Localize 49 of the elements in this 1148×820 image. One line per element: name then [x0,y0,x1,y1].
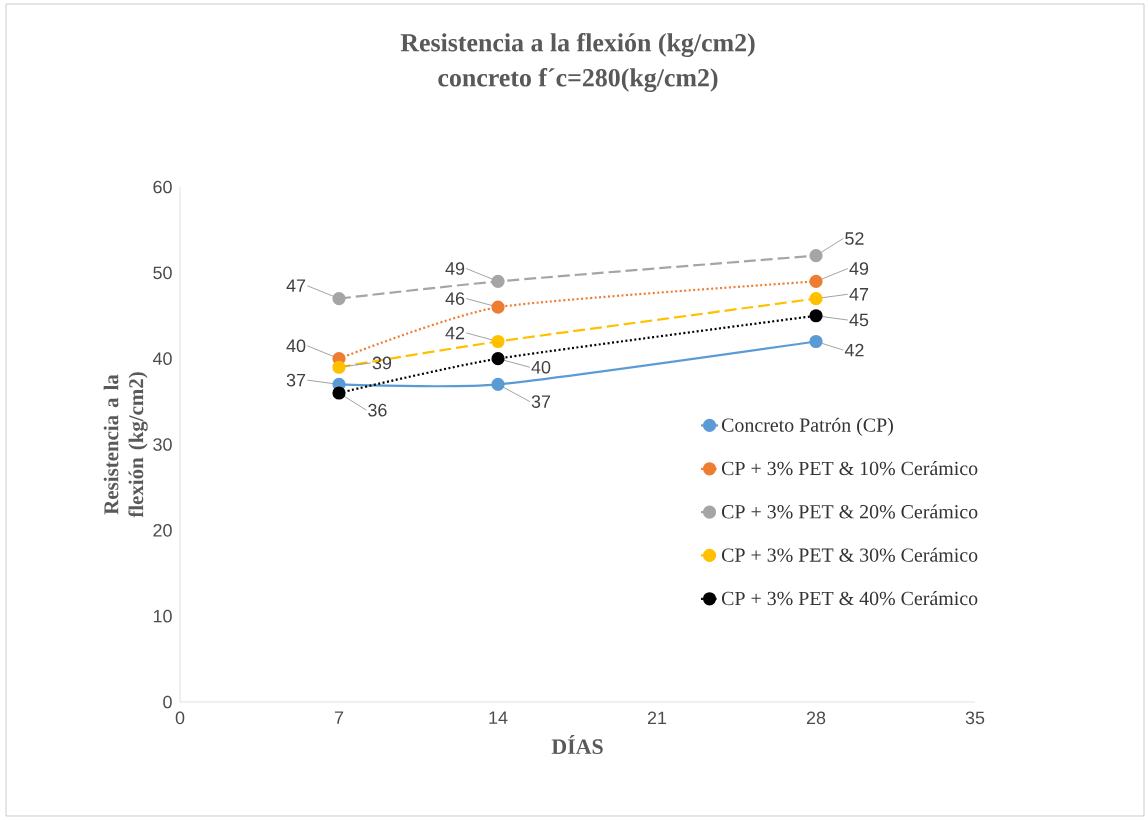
point [332,360,346,374]
point [491,334,505,349]
x-axis-title: DÍAS [551,735,603,755]
x-tick-label: 35 [965,711,985,725]
y-axis-title: Resistencia a la flexión (kg/cm2) [103,372,148,518]
point [809,291,823,306]
point [491,300,505,314]
x-tick-label: 0 [175,711,185,725]
data-label: 37 [286,373,306,387]
data-label: 49 [445,262,465,275]
legend-label: CP + 3% PET & 40% Cerámico [721,591,978,606]
x-tick-label: 14 [489,711,508,724]
point [491,377,505,391]
point [809,309,823,323]
point [809,274,823,288]
y-tick-label: 50 [153,266,172,280]
point [491,352,505,366]
y-tick-label: 20 [153,523,172,537]
data-label: 42 [844,343,864,357]
y-tick-label: 10 [153,609,172,623]
point [809,249,823,263]
data-label: 37 [531,395,551,408]
data-label: 40 [531,360,551,374]
y-tick-label: 60 [153,180,172,194]
data-label: 49 [849,262,869,275]
x-tick-label: 21 [647,711,667,725]
chart-title: Resistencia a la flexión (kg/cm2) [400,33,755,57]
point [491,274,505,288]
y-tick-label: 40 [152,352,172,365]
point [332,291,346,306]
y-tick-label: 0 [163,695,172,709]
legend-label: CP + 3% PET & 20% Cerámico [721,504,978,519]
data-label: 40 [286,339,306,353]
legend-label: CP + 3% PET & 10% Cerámico [721,461,978,476]
point [332,386,346,400]
chart-subtitle: concreto f´c=280(kg/cm2) [438,68,718,92]
x-tick-label: 7 [334,711,344,724]
legend-label: Concreto Patrón (CP) [721,417,893,436]
x-tick-label: 28 [806,711,826,725]
data-label: 36 [368,403,387,417]
point [809,334,823,349]
data-label: 45 [849,313,869,327]
data-label: 42 [445,326,465,340]
data-label: 52 [845,232,864,245]
legend-label: CP + 3% PET & 30% Cerámico [721,547,978,562]
data-label: 46 [445,292,465,305]
y-tick-label: 30 [153,438,172,451]
data-label: 47 [849,288,869,301]
data-label: 47 [286,279,306,292]
